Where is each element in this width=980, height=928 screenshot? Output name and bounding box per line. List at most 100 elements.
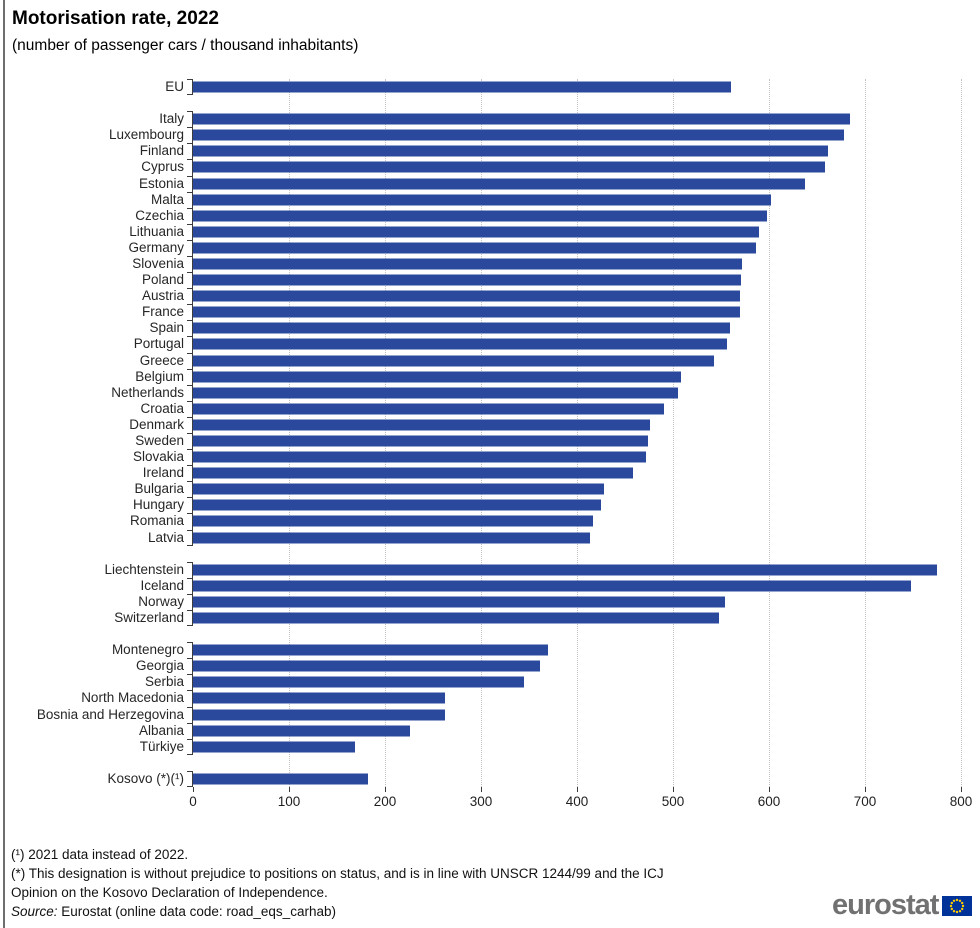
country-label: EU [165, 79, 184, 94]
y-axis-bracket [187, 384, 193, 401]
chart-row: Georgia [136, 658, 961, 675]
x-axis-tick [769, 787, 770, 792]
chart-row: Netherlands [111, 384, 961, 401]
chart-row: Belgium [135, 368, 961, 385]
x-axis-tick-label: 600 [757, 794, 781, 809]
country-label: Malta [150, 191, 184, 207]
x-axis-tick [865, 787, 866, 792]
chart-row: Luxembourg [109, 127, 961, 144]
bar [193, 242, 756, 254]
y-axis-bracket [187, 111, 193, 128]
chart-row: Czechia [135, 207, 961, 224]
country-label: Türkiye [139, 738, 184, 754]
bar [193, 692, 446, 704]
bar [193, 210, 768, 222]
country-label: Switzerland [114, 610, 184, 625]
gridline [576, 79, 578, 787]
chart-row: EU [165, 79, 961, 96]
chart-row: Bosnia and Herzegovina [37, 706, 961, 723]
country-label: Croatia [140, 400, 184, 416]
country-label: Slovakia [132, 449, 184, 465]
y-axis-bracket [187, 706, 193, 723]
eu-flag-icon [942, 895, 973, 916]
y-axis-bracket [187, 400, 193, 417]
y-axis-bracket [187, 272, 193, 289]
chart-title: Motorisation rate, 2022 [12, 8, 219, 29]
y-axis-bracket [187, 288, 193, 305]
x-axis-tick-label: 100 [277, 794, 301, 809]
y-axis-bracket [187, 722, 193, 739]
bar [193, 564, 937, 576]
country-label: Austria [141, 288, 184, 304]
bar [193, 338, 727, 350]
country-label: France [141, 304, 184, 320]
country-label: Romania [129, 513, 184, 529]
source-text: Eurostat (online data code: road_eqs_car… [57, 904, 336, 919]
y-axis-bracket [187, 449, 193, 466]
y-axis-bracket [187, 191, 193, 208]
x-axis-tick-label: 200 [373, 794, 397, 809]
chart-row: Italy [159, 111, 961, 128]
x-axis-tick [673, 787, 674, 792]
bar [193, 178, 805, 190]
y-axis-bracket [187, 368, 193, 385]
chart-header: Motorisation rate, 2022 (number of passe… [12, 8, 358, 55]
country-label: Netherlands [111, 384, 184, 400]
bar [193, 161, 825, 173]
y-axis-bracket [187, 658, 193, 675]
y-axis-bracket [187, 239, 193, 256]
country-label: Georgia [135, 658, 184, 674]
chart-row: Türkiye [140, 738, 961, 755]
gridline [384, 79, 386, 787]
chart-row: Bulgaria [134, 481, 961, 498]
y-axis-bracket [187, 465, 193, 482]
chart-row: Norway [138, 593, 961, 610]
chart-row: Romania [130, 513, 961, 530]
country-label: North Macedonia [81, 690, 184, 706]
bar [193, 483, 604, 495]
y-axis-bracket [187, 497, 193, 514]
chart-row: Denmark [129, 416, 961, 433]
y-axis-bracket [187, 433, 193, 450]
x-axis-tick-label: 800 [949, 794, 973, 809]
country-label: Serbia [144, 674, 184, 690]
y-axis-bracket [187, 642, 193, 659]
bar [193, 145, 828, 157]
country-label: Norway [138, 593, 184, 609]
bar [193, 403, 665, 415]
footnote-2: (*) This designation is without prejudic… [11, 866, 664, 881]
chart-row: Lithuania [129, 223, 961, 240]
y-axis-bracket [187, 352, 193, 369]
chart-row: Slovakia [133, 449, 961, 466]
bar [193, 435, 649, 447]
country-label: Czechia [135, 207, 184, 223]
country-label: Estonia [138, 175, 184, 191]
bar [193, 660, 540, 672]
country-label: Denmark [129, 416, 184, 432]
chart-row: Germany [128, 239, 961, 256]
y-axis-bracket [187, 207, 193, 224]
x-axis-tick [577, 787, 578, 792]
country-label: Latvia [147, 529, 184, 545]
chart-row: Switzerland [114, 610, 961, 627]
window-left-edge [3, 0, 5, 928]
y-axis-bracket [187, 79, 193, 96]
y-axis-bracket [187, 416, 193, 433]
bar [193, 113, 850, 125]
bar [193, 306, 741, 318]
bar [193, 467, 633, 479]
y-axis-bracket [187, 674, 193, 691]
y-axis-bracket [187, 336, 193, 353]
plot-area: 0 100 200 300 400 500 600 700 800 EU Italy Luxembou… [37, 79, 972, 809]
chart-row: Austria [142, 288, 961, 305]
y-axis-bracket [187, 304, 193, 321]
y-axis-bracket [187, 223, 193, 240]
gridline [960, 79, 962, 787]
footnotes: (¹) 2021 data instead of 2022. (*) This … [11, 845, 831, 921]
y-axis-bracket [187, 143, 193, 160]
y-axis-bracket [187, 610, 193, 627]
country-label: Bulgaria [134, 481, 184, 497]
country-label: Ireland [142, 465, 184, 481]
y-axis-bracket [187, 738, 193, 755]
